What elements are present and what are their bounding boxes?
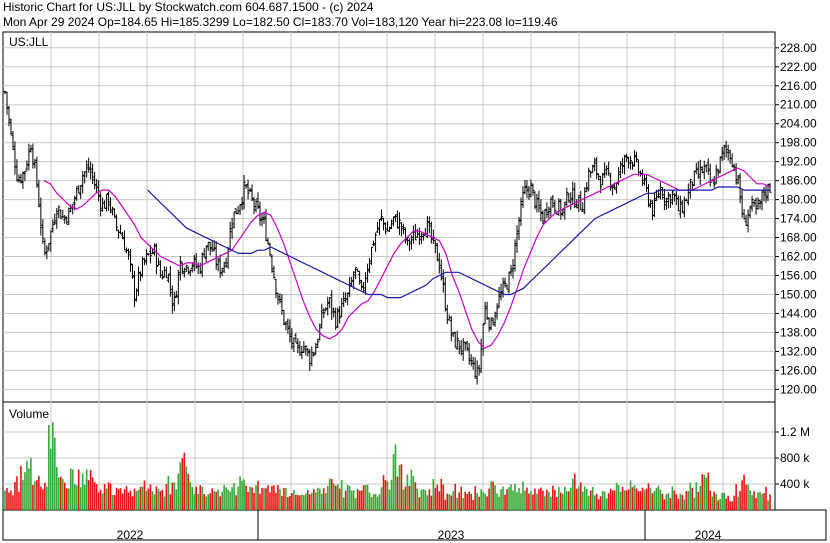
price-tick-label: 132.00 [780, 344, 817, 358]
price-tick-label: 186.00 [780, 174, 817, 188]
header-quote: Mon Apr 29 2024 Op=184.65 Hi=185.3299 Lo… [3, 15, 558, 29]
price-tick-label: 168.00 [780, 231, 817, 245]
price-tick-label: 150.00 [780, 287, 817, 301]
price-tick-label: 120.00 [780, 382, 817, 396]
price-tick-label: 138.00 [780, 325, 817, 339]
year-label: 2023 [438, 528, 465, 542]
price-tick-label: 126.00 [780, 363, 817, 377]
chart-header: Historic Chart for US:JLL by Stockwatch.… [3, 0, 823, 30]
short-moving-average-line [43, 167, 771, 349]
header-title: Historic Chart for US:JLL by Stockwatch.… [3, 0, 374, 14]
price-tick-label: 156.00 [780, 269, 817, 283]
price-tick-label: 180.00 [780, 193, 817, 207]
year-label: 2024 [695, 528, 722, 542]
price-tick-label: 204.00 [780, 117, 817, 131]
price-tick-label: 228.00 [780, 41, 817, 55]
price-gridlines [3, 32, 775, 402]
volume-bars [4, 422, 771, 510]
volume-tick-label: 400 k [780, 477, 810, 491]
volume-tick-label: 1.2 M [780, 425, 810, 439]
volume-label: Volume [9, 407, 49, 421]
price-panel [2, 31, 776, 403]
time-axis-labels: 2022 2023 2024 [117, 510, 722, 542]
price-tick-label: 198.00 [780, 136, 817, 150]
price-tick-label: 210.00 [780, 98, 817, 112]
price-bars [3, 90, 772, 385]
price-tick-label: 162.00 [780, 250, 817, 264]
moving-averages [43, 167, 771, 349]
volume-tick-label: 800 k [780, 451, 810, 465]
price-tick-label: 144.00 [780, 306, 817, 320]
price-tick-label: 174.00 [780, 212, 817, 226]
price-tick-label: 192.00 [780, 155, 817, 169]
year-label: 2022 [117, 528, 144, 542]
long-moving-average-line [147, 186, 770, 299]
volume-gridlines [3, 402, 775, 510]
price-axis-labels: 228.00 222.00 216.00 210.00 204.00 198.00 192.… [775, 41, 817, 396]
price-tick-label: 216.00 [780, 79, 817, 93]
time-axis [2, 509, 827, 541]
volume-axis-labels: 1.2 M 800 k 400 k [775, 425, 810, 491]
symbol-label: US:JLL [9, 35, 49, 49]
price-tick-label: 222.00 [780, 60, 817, 74]
